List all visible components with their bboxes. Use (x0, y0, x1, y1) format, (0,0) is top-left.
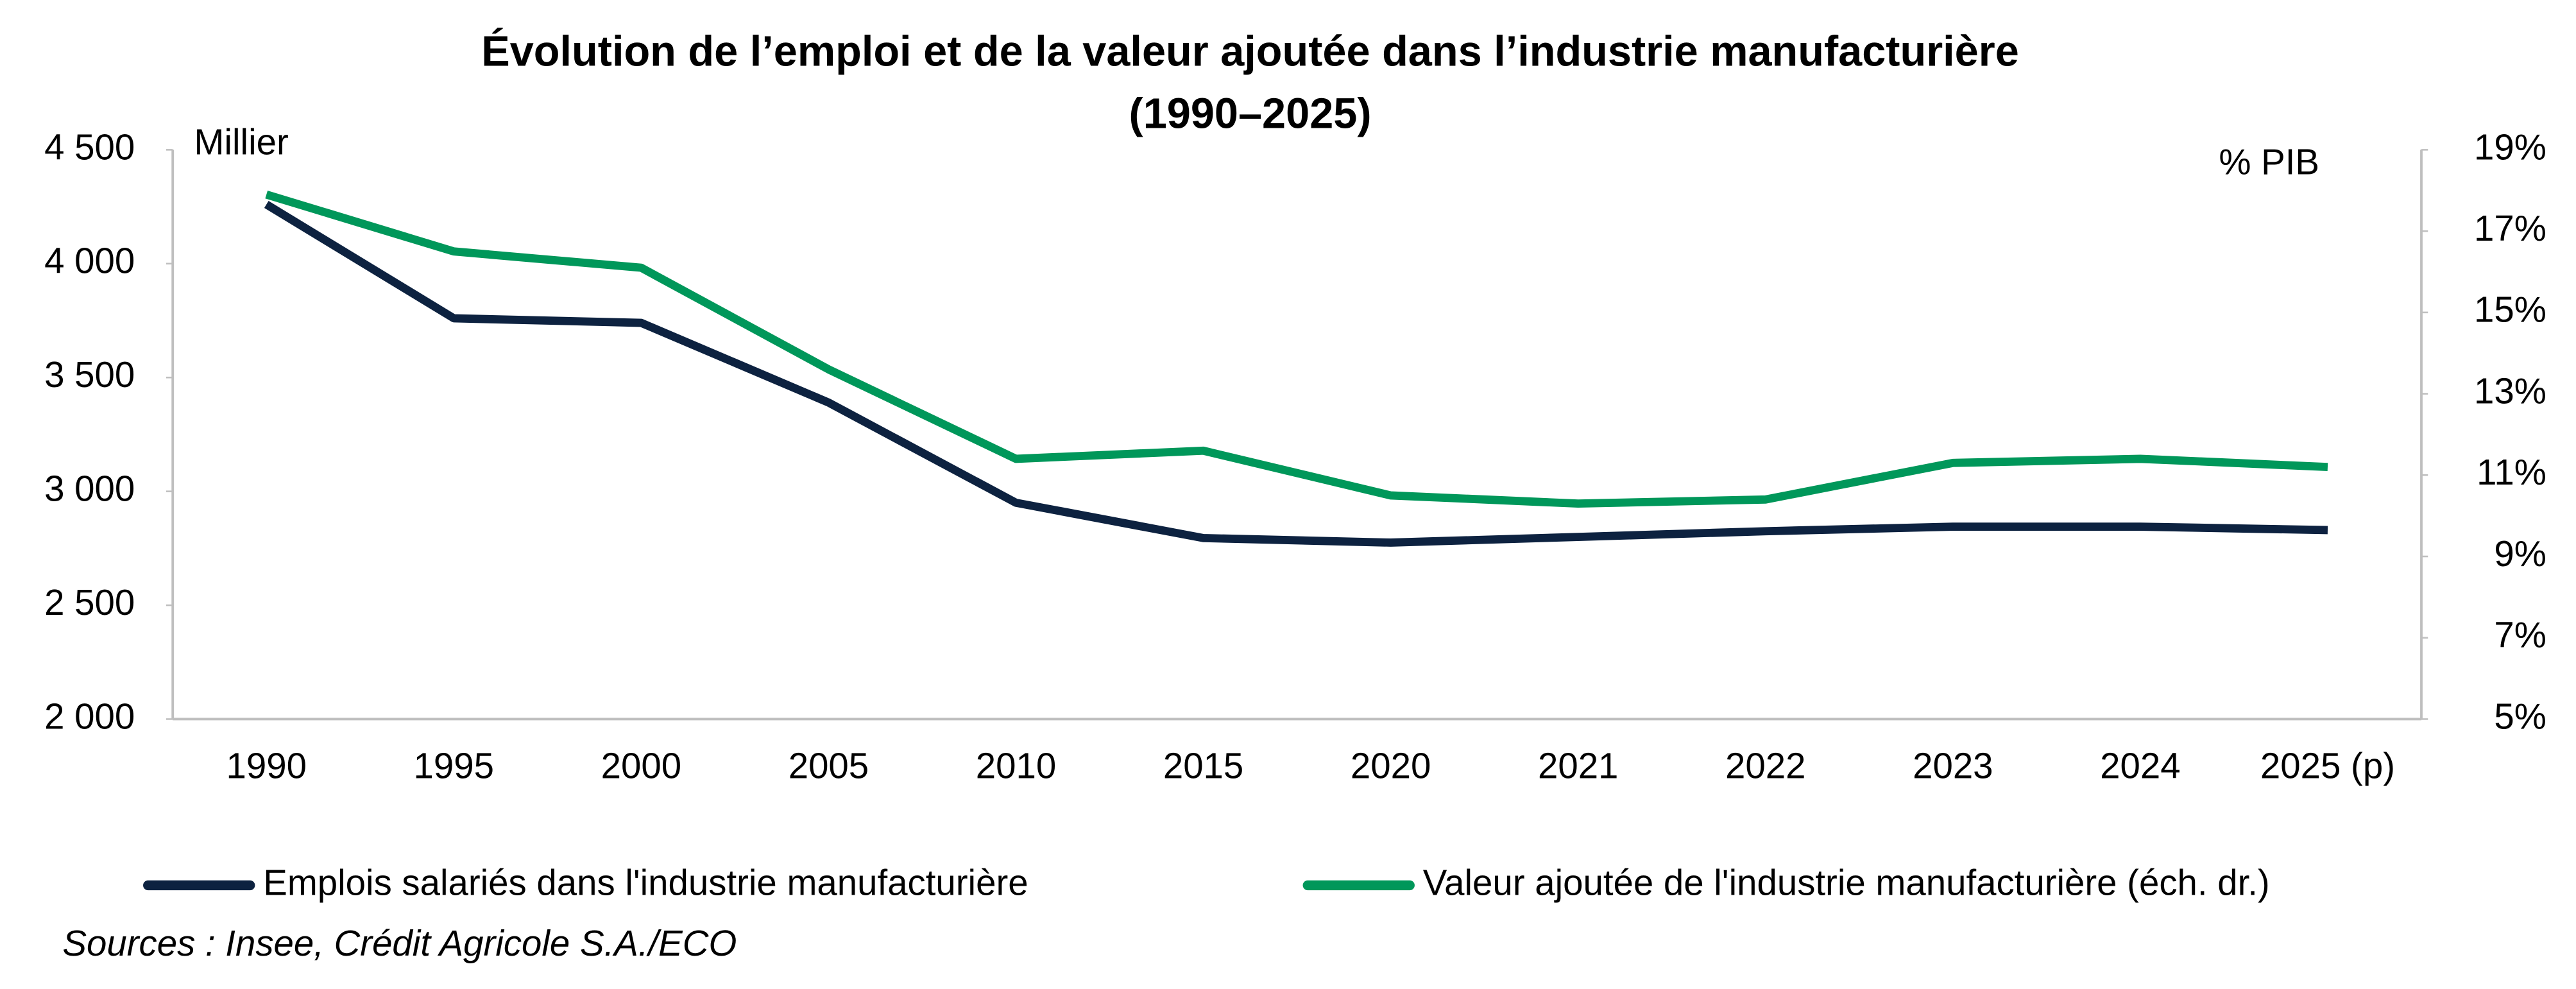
y2-tick-label: 13% (2474, 370, 2546, 411)
chart-title: (1990–2025) (1129, 90, 1372, 138)
x-tick-label: 2024 (2100, 745, 2180, 786)
y2-tick-label: 19% (2474, 126, 2546, 167)
y2-tick-label: 5% (2494, 696, 2546, 736)
legend-label: Valeur ajoutée de l'industrie manufactur… (1423, 862, 2270, 902)
x-tick-label: 2000 (601, 745, 681, 786)
y-tick-label: 4 000 (44, 241, 135, 281)
x-tick-label: 2021 (1538, 745, 1618, 786)
chart-title: Évolution de l’emploi et de la valeur aj… (481, 27, 2019, 75)
y-tick-label: 3 500 (44, 354, 135, 395)
legend-label: Emplois salariés dans l'industrie manufa… (263, 862, 1028, 902)
y2-tick-label: 11% (2477, 452, 2546, 492)
x-tick-label: 2022 (1725, 745, 1805, 786)
y-tick-label: 2 500 (44, 582, 135, 623)
series-line (264, 201, 2328, 547)
y2-tick-label: 7% (2494, 615, 2546, 655)
y-tick-label: 2 000 (44, 696, 135, 736)
y2-tick-label: 15% (2474, 289, 2546, 330)
y-tick-label: 3 000 (44, 469, 135, 509)
x-tick-label: 2025 (p) (2260, 745, 2395, 786)
y-axis-unit: Millier (194, 122, 289, 162)
series-line (265, 190, 2328, 508)
x-tick-label: 2020 (1351, 745, 1431, 786)
x-tick-label: 2010 (976, 745, 1056, 786)
y2-tick-label: 17% (2474, 208, 2546, 248)
x-tick-label: 1990 (226, 745, 307, 786)
source-note: Sources : Insee, Crédit Agricole S.A./EC… (62, 923, 737, 963)
y-tick-label: 4 500 (44, 126, 135, 167)
x-tick-label: 2023 (1913, 745, 1993, 786)
x-tick-label: 1995 (414, 745, 494, 786)
y2-axis-unit: % PIB (2219, 141, 2319, 182)
x-tick-label: 2015 (1163, 745, 1243, 786)
x-tick-label: 2005 (789, 745, 869, 786)
y2-tick-label: 9% (2494, 533, 2546, 574)
